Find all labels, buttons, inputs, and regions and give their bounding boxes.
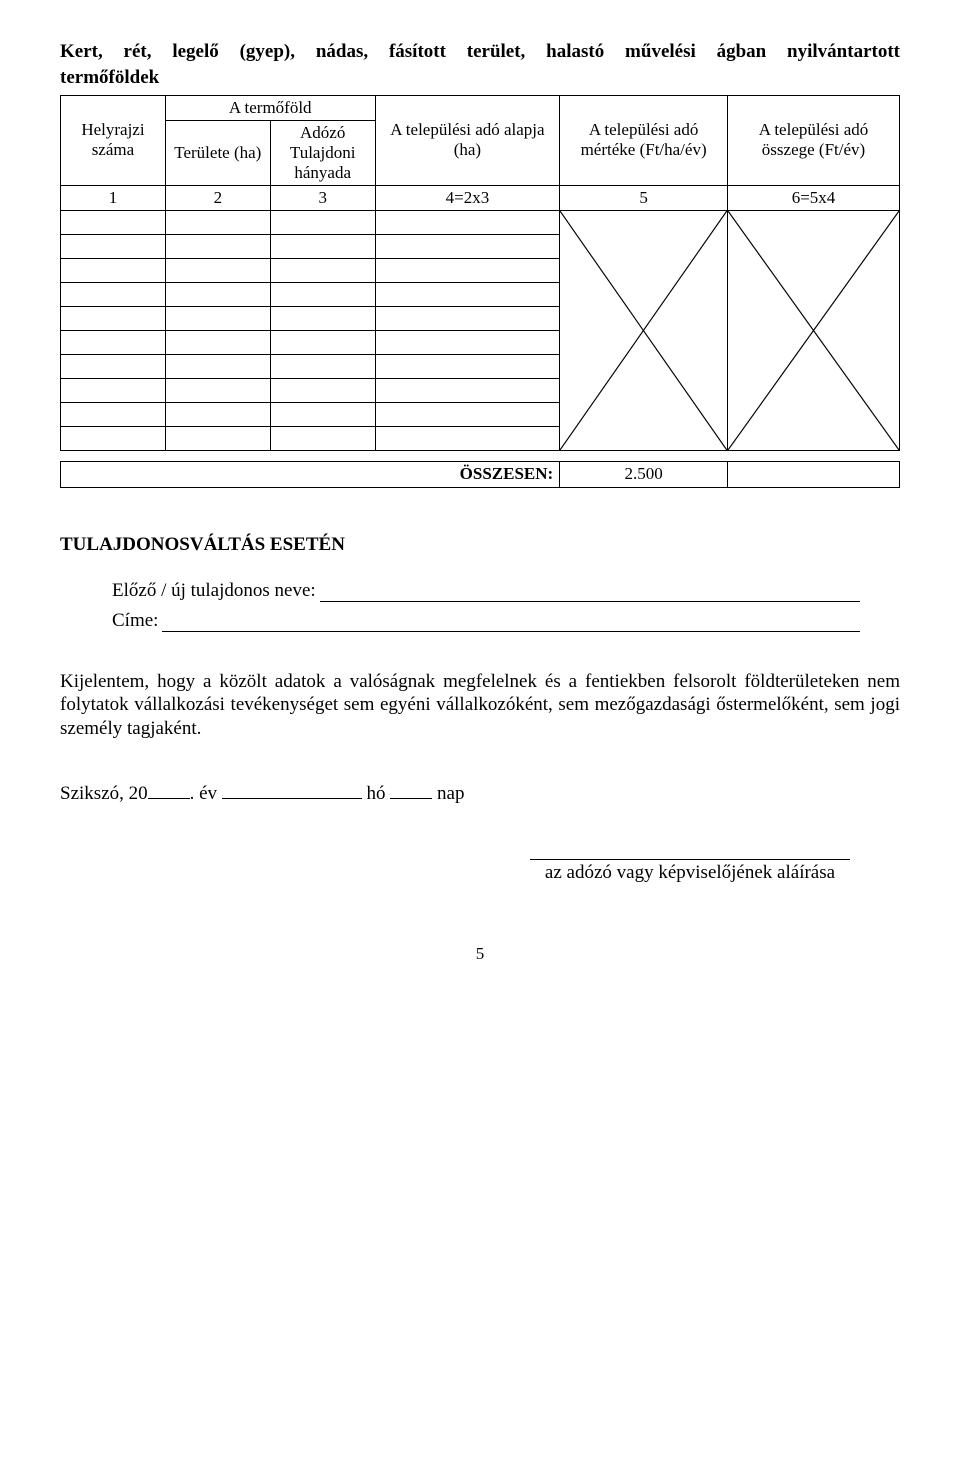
cell-r1c4[interactable]: [375, 210, 560, 234]
cell-r3c1[interactable]: [61, 258, 166, 282]
cell-r9c3[interactable]: [270, 402, 375, 426]
date-line: Szikszó, 20 . év hó nap: [60, 783, 900, 805]
cell-r2c4[interactable]: [375, 234, 560, 258]
cell-r10c1[interactable]: [61, 426, 166, 450]
address-input-line[interactable]: [162, 614, 860, 632]
th-super-land: A termőföld: [165, 95, 375, 120]
summary-label: ÖSSZESEN:: [61, 461, 560, 487]
document-title-line2: termőföldek: [60, 67, 900, 89]
cell-r6c2[interactable]: [165, 330, 270, 354]
ownership-section-title: TULAJDONOSVÁLTÁS ESETÉN: [60, 534, 900, 556]
cell-r7c4[interactable]: [375, 354, 560, 378]
th-tax-base: A települési adó alapja (ha): [375, 95, 560, 185]
year-blank[interactable]: [148, 785, 190, 799]
cell-r7c2[interactable]: [165, 354, 270, 378]
th-tax-amount: A települési adó összege (Ft/év): [728, 95, 900, 185]
cell-r10c3[interactable]: [270, 426, 375, 450]
day-suffix: nap: [437, 783, 464, 804]
cell-r1c3[interactable]: [270, 210, 375, 234]
cell-r8c3[interactable]: [270, 378, 375, 402]
cell-r9c4[interactable]: [375, 402, 560, 426]
cell-r6c1[interactable]: [61, 330, 166, 354]
cell-r2c2[interactable]: [165, 234, 270, 258]
cell-r9c2[interactable]: [165, 402, 270, 426]
th-parcel-no: Helyrajzi száma: [61, 95, 166, 185]
page-number: 5: [60, 944, 900, 964]
address-label: Címe:: [112, 610, 162, 632]
year-suffix: . év: [190, 783, 217, 804]
cell-r8c1[interactable]: [61, 378, 166, 402]
cell-r7c1[interactable]: [61, 354, 166, 378]
day-blank[interactable]: [390, 785, 432, 799]
cell-r2c3[interactable]: [270, 234, 375, 258]
colnum-4: 4=2x3: [375, 185, 560, 210]
cell-r8c4[interactable]: [375, 378, 560, 402]
summary-amount-cell[interactable]: [728, 461, 900, 487]
cell-r5c3[interactable]: [270, 306, 375, 330]
month-suffix: hó: [367, 783, 386, 804]
signature-line[interactable]: [530, 859, 850, 860]
cell-r1c1[interactable]: [61, 210, 166, 234]
summary-table: ÖSSZESEN: 2.500: [60, 461, 900, 488]
cell-r10c4[interactable]: [375, 426, 560, 450]
document-title-line1: Kert, rét, legelő (gyep), nádas, fásítot…: [60, 40, 900, 65]
th-tax-rate: A települési adó mértéke (Ft/ha/év): [560, 95, 728, 185]
date-city: Szikszó, 20: [60, 783, 148, 804]
cell-r3c2[interactable]: [165, 258, 270, 282]
colnum-1: 1: [61, 185, 166, 210]
cell-r4c3[interactable]: [270, 282, 375, 306]
land-tax-table: Helyrajzi száma A termőföld A települési…: [60, 95, 900, 451]
declaration-text: Kijelentem, hogy a közölt adatok a valós…: [60, 670, 900, 741]
th-area: Területe (ha): [165, 120, 270, 185]
cell-r9c1[interactable]: [61, 402, 166, 426]
cell-r7c3[interactable]: [270, 354, 375, 378]
crossed-col6: [728, 210, 900, 450]
cell-r4c1[interactable]: [61, 282, 166, 306]
colnum-2: 2: [165, 185, 270, 210]
cell-r4c4[interactable]: [375, 282, 560, 306]
cell-r2c1[interactable]: [61, 234, 166, 258]
cell-r3c4[interactable]: [375, 258, 560, 282]
month-blank[interactable]: [222, 785, 362, 799]
cell-r5c2[interactable]: [165, 306, 270, 330]
colnum-5: 5: [560, 185, 728, 210]
crossed-col5: [560, 210, 728, 450]
prev-owner-input-line[interactable]: [320, 584, 860, 602]
prev-owner-label: Előző / új tulajdonos neve:: [112, 580, 320, 602]
signature-label: az adózó vagy képviselőjének aláírása: [530, 862, 850, 884]
colnum-3: 3: [270, 185, 375, 210]
cell-r1c2[interactable]: [165, 210, 270, 234]
cell-r10c2[interactable]: [165, 426, 270, 450]
cell-r6c3[interactable]: [270, 330, 375, 354]
cell-r8c2[interactable]: [165, 378, 270, 402]
summary-value: 2.500: [560, 461, 728, 487]
th-owner-share: Adózó Tulajdoni hányada: [270, 120, 375, 185]
cell-r4c2[interactable]: [165, 282, 270, 306]
cell-r6c4[interactable]: [375, 330, 560, 354]
cell-r3c3[interactable]: [270, 258, 375, 282]
cell-r5c4[interactable]: [375, 306, 560, 330]
cell-r5c1[interactable]: [61, 306, 166, 330]
colnum-6: 6=5x4: [728, 185, 900, 210]
